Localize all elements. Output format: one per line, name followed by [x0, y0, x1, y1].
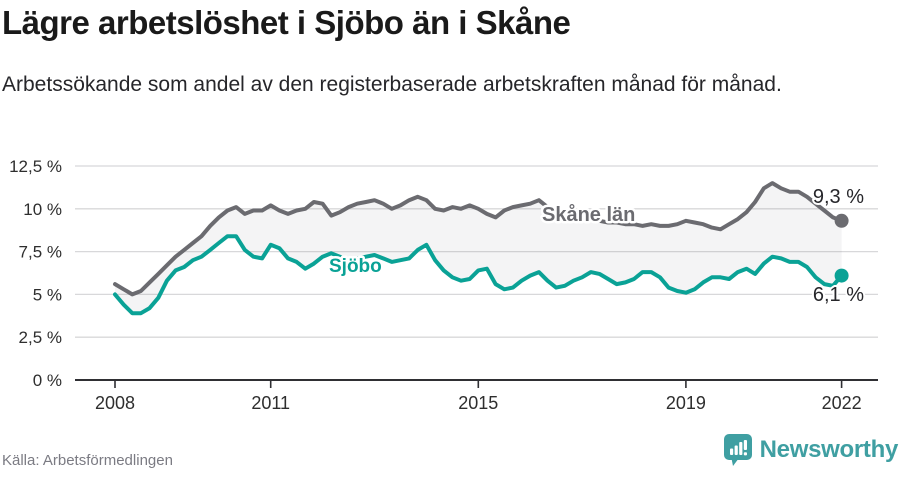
- series-lines: [113, 181, 849, 316]
- y-tick-label: 5 %: [33, 285, 62, 304]
- y-tick-label: 7,5 %: [19, 243, 62, 262]
- gridlines: 12,5 % 10 % 7,5 % 5 % 2,5 % 0 %: [9, 157, 878, 390]
- source-note: Källa: Arbetsförmedlingen: [2, 452, 173, 469]
- y-tick-label: 2,5 %: [19, 328, 62, 347]
- end-value-label-sjobo: 6,1 %: [813, 284, 864, 306]
- end-dot-skane: [834, 213, 849, 228]
- x-tick-label: 2008: [95, 393, 135, 413]
- x-tick-label: 2022: [822, 393, 862, 413]
- y-tick-label: 0 %: [33, 371, 62, 390]
- line-skane: [113, 181, 844, 297]
- series-label-sjobo: Sjöbo: [329, 256, 382, 277]
- newsworthy-logo-icon: [723, 434, 752, 466]
- page-title: Lägre arbetslöshet i Sjöbo än i Skåne: [2, 4, 571, 41]
- end-value-label-skane: 9,3 %: [813, 186, 864, 208]
- difference-band: [115, 183, 842, 314]
- chart-header: Lägre arbetslöshet i Sjöbo än i Skåne Ar…: [2, 0, 782, 101]
- series-label-skane: Skåne län: [542, 203, 635, 226]
- x-axis: 2008 2011 2015 2019 2022: [95, 381, 862, 413]
- end-dot-sjobo: [834, 268, 849, 283]
- y-tick-label: 10 %: [23, 200, 62, 219]
- line-sjobo: [113, 234, 844, 316]
- chart-subtitle: Arbetssökande som andel av den registerb…: [2, 72, 782, 96]
- x-tick-label: 2019: [666, 393, 706, 413]
- x-tick-label: 2011: [251, 393, 290, 413]
- newsworthy-brand-name: Newsworthy: [759, 436, 899, 463]
- band-fill-between-series: [115, 183, 842, 314]
- newsworthy-brand: Newsworthy: [723, 433, 898, 467]
- y-tick-label: 12,5 %: [9, 157, 62, 176]
- x-tick-label: 2015: [458, 393, 498, 413]
